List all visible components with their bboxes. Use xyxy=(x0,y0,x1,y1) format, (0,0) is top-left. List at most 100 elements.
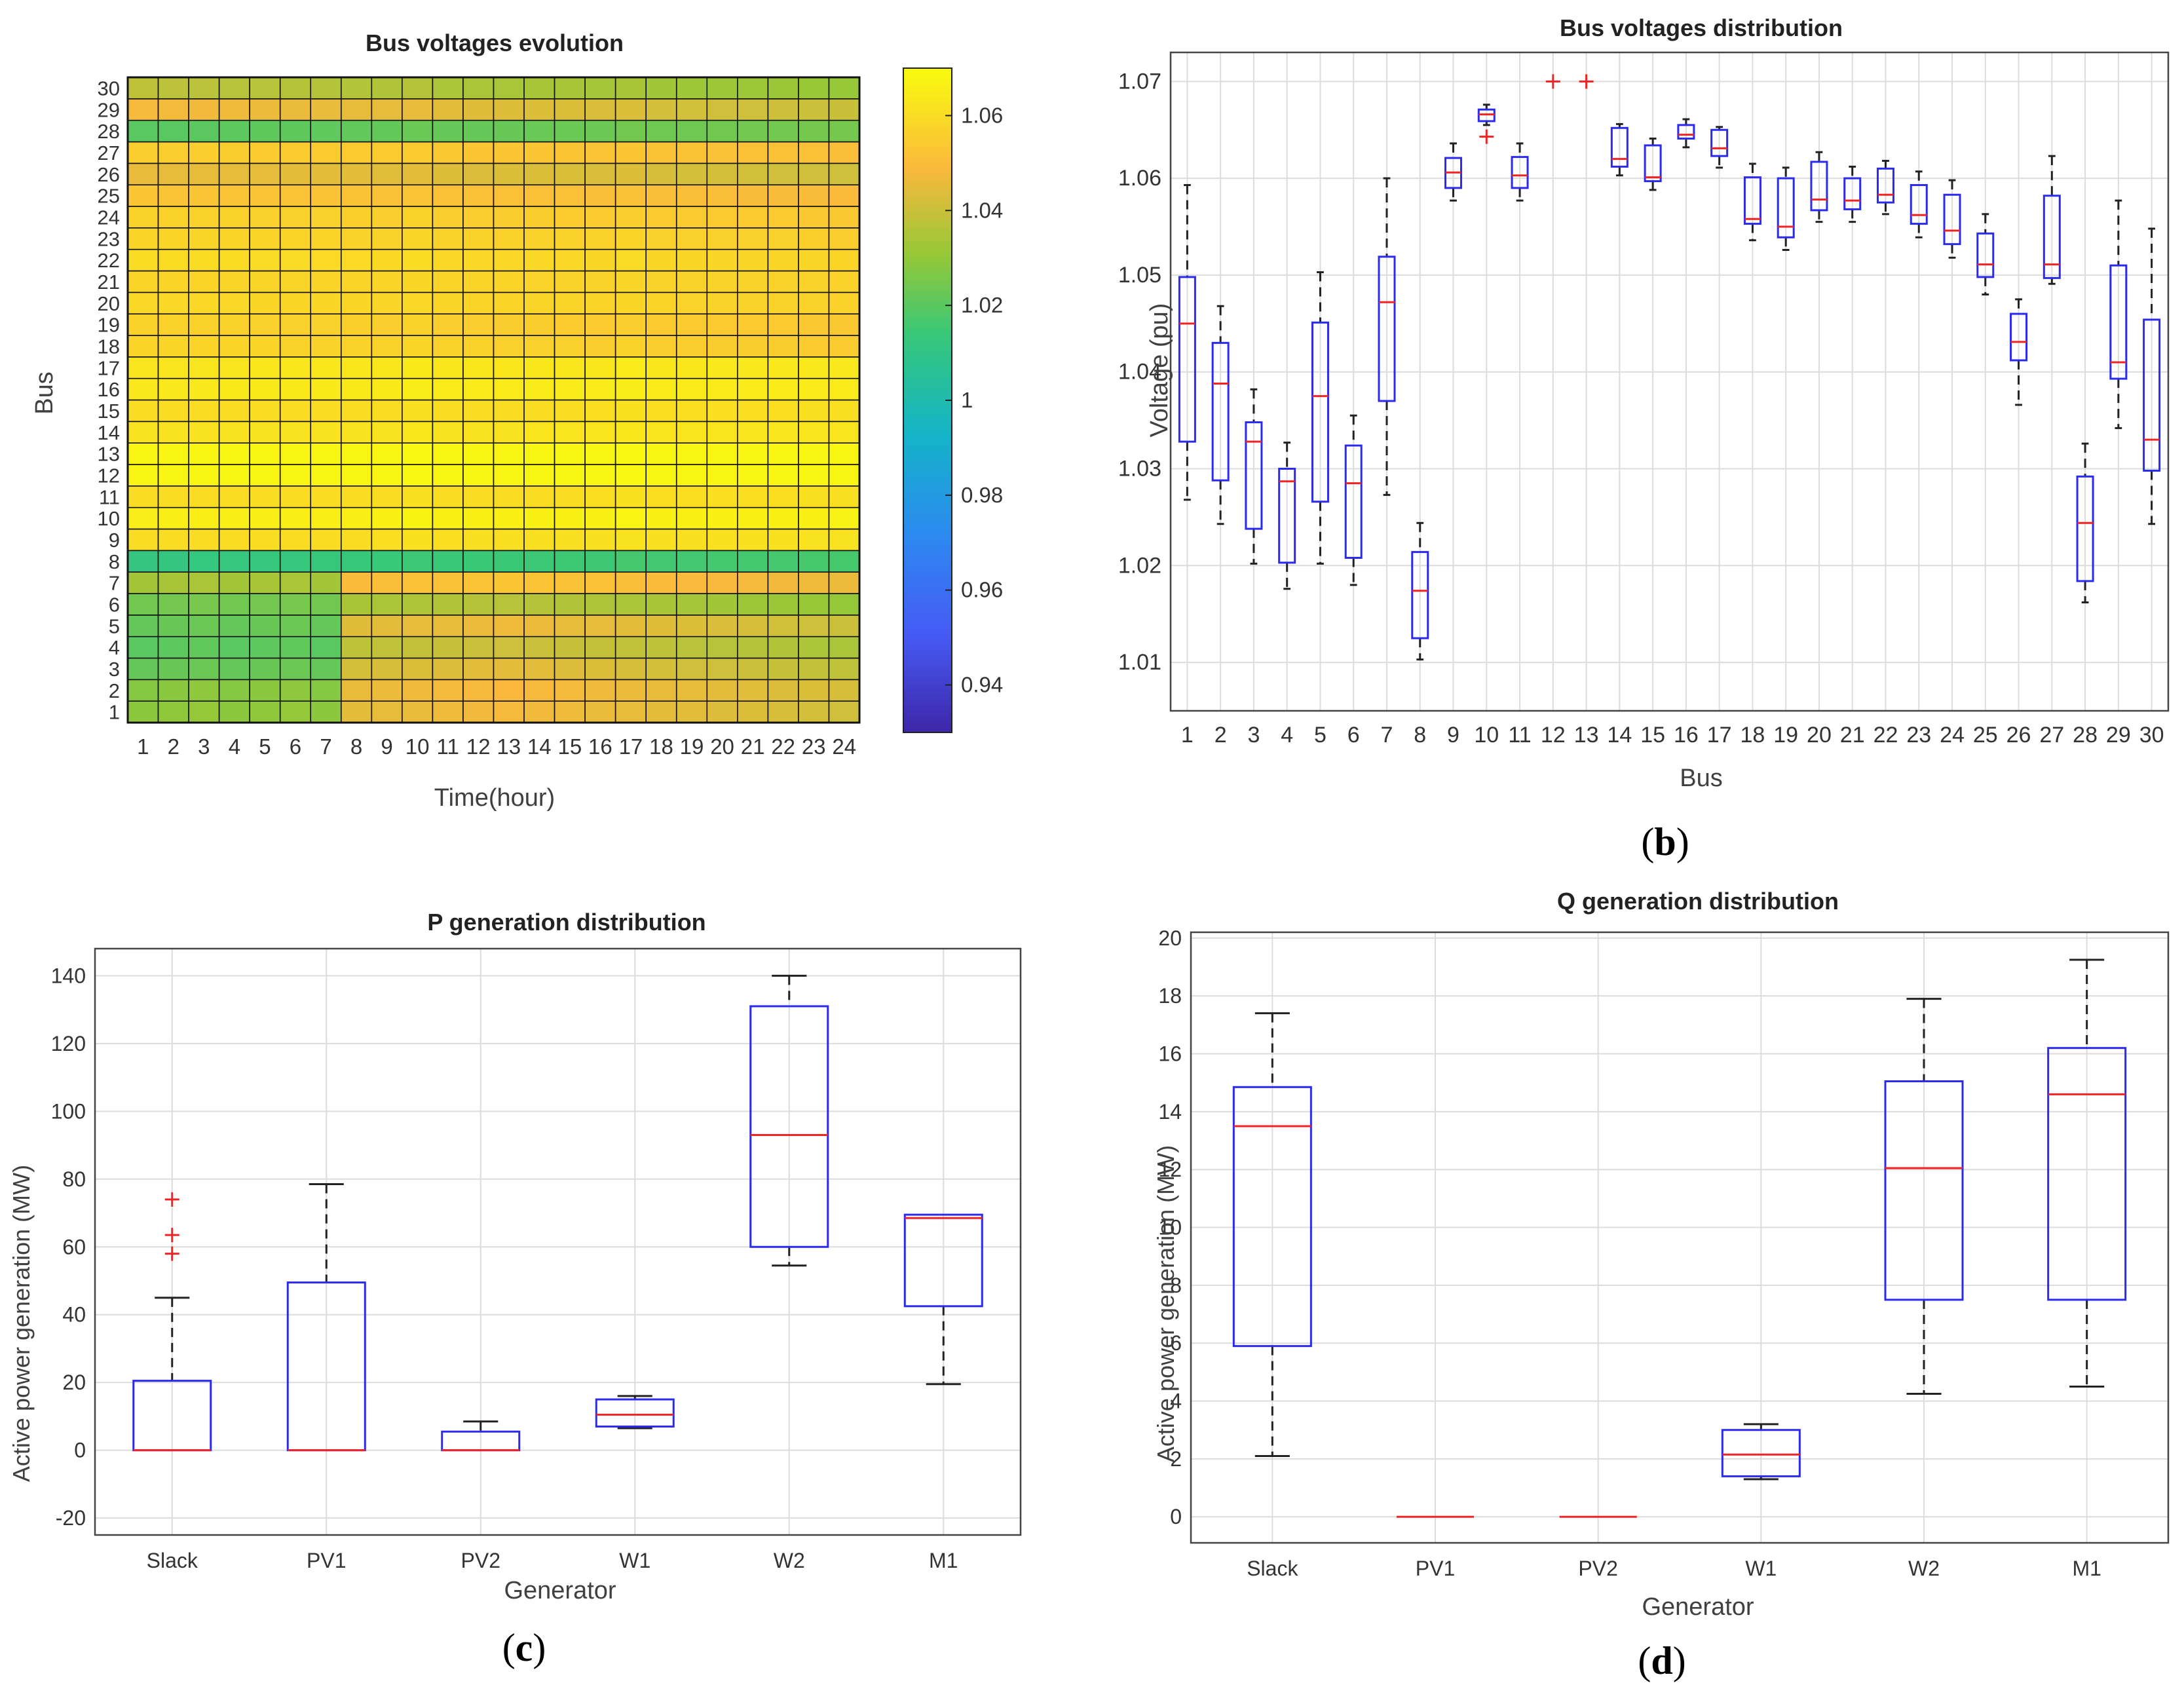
colorbar-segment xyxy=(903,539,952,545)
heatmap-cell xyxy=(737,206,769,229)
x-tick-label: 26 xyxy=(2006,723,2031,748)
heatmap-cell xyxy=(614,485,647,508)
heatmap-cell xyxy=(523,141,555,164)
heatmap-cell xyxy=(645,270,677,293)
heatmap-cell xyxy=(127,227,159,250)
heatmap-cell xyxy=(645,635,677,659)
y-tick-label: 10 xyxy=(98,507,120,530)
heatmap-cell xyxy=(402,700,434,723)
colorbar-segment xyxy=(903,704,952,711)
heatmap-cell xyxy=(523,77,555,100)
heatmap-cell xyxy=(188,657,220,681)
heatmap-cell xyxy=(432,550,464,573)
y-tick-label: -20 xyxy=(56,1506,86,1530)
heatmap-cell xyxy=(157,335,189,358)
heatmap-cell xyxy=(249,162,281,185)
x-axis-label: Generator xyxy=(1642,1593,1754,1621)
colorbar-segment xyxy=(903,284,952,290)
colorbar-segment xyxy=(903,311,952,318)
heatmap-cell xyxy=(706,184,738,207)
plot-frame xyxy=(94,947,1022,1536)
heatmap-cell xyxy=(737,485,769,508)
heatmap-cell xyxy=(767,635,799,659)
heatmap-cell xyxy=(554,421,586,444)
x-tick-label: 22 xyxy=(1873,723,1898,748)
heatmap-cell xyxy=(584,184,616,207)
heatmap-cell xyxy=(798,162,830,185)
heatmap-cell xyxy=(798,464,830,487)
colorbar-segment xyxy=(903,527,952,534)
heatmap-cell xyxy=(432,162,464,185)
heatmap-cell xyxy=(675,227,708,250)
heatmap-cell xyxy=(828,184,860,207)
heatmap-cell xyxy=(188,485,220,508)
heatmap-cell xyxy=(432,485,464,508)
y-tick-label: 15 xyxy=(98,400,120,423)
colorbar-segment xyxy=(903,383,952,390)
heatmap-cell xyxy=(402,442,434,465)
colorbar-segment xyxy=(903,472,952,479)
x-tick-label: 20 xyxy=(710,734,734,759)
x-tick-label: 20 xyxy=(1807,723,1832,748)
colorbar-segment xyxy=(903,461,952,468)
heatmap-cell xyxy=(554,442,586,465)
heatmap-cell xyxy=(828,77,860,100)
heatmap-cell xyxy=(554,615,586,637)
x-tick-label: 2 xyxy=(1214,723,1227,748)
heatmap-cell xyxy=(798,528,830,552)
y-tick-label: 10 xyxy=(1158,1216,1182,1240)
panel-label-a: (a) xyxy=(472,846,518,852)
colorbar-segment xyxy=(903,367,952,373)
heatmap-cell xyxy=(310,292,342,314)
colorbar-segment xyxy=(903,300,952,307)
heatmap-cell xyxy=(249,679,281,702)
heatmap-cell xyxy=(249,206,281,229)
heatmap-cell xyxy=(310,206,342,229)
colorbar-segment xyxy=(903,333,952,341)
heatmap-cell xyxy=(340,464,373,487)
heatmap-cell xyxy=(493,77,525,100)
heatmap-cell xyxy=(218,77,250,100)
colorbar-segment xyxy=(903,571,952,578)
heatmap-cell xyxy=(767,615,799,637)
y-tick-label: 25 xyxy=(98,185,120,208)
heatmap-cell xyxy=(279,399,312,423)
heatmap-cell xyxy=(828,162,860,185)
heatmap-cell xyxy=(798,356,830,379)
heatmap-cell xyxy=(767,141,799,164)
heatmap-cell xyxy=(432,313,464,336)
heatmap-cell xyxy=(614,313,647,336)
heatmap-cell xyxy=(371,77,403,100)
heatmap-cell xyxy=(767,377,799,401)
x-tick-label: 10 xyxy=(405,734,430,759)
y-tick-label: 8 xyxy=(109,550,120,573)
colorbar-segment xyxy=(903,672,952,678)
y-tick-label: 2 xyxy=(109,679,120,702)
heatmap-cell xyxy=(432,119,464,143)
colorbar-segment xyxy=(903,184,952,191)
y-tick-label: 1.03 xyxy=(1118,457,1161,482)
heatmap-cell xyxy=(584,313,616,336)
colorbar-segment xyxy=(903,218,952,224)
heatmap-cell xyxy=(798,615,830,637)
heatmap-cell xyxy=(402,506,434,530)
heatmap-cell xyxy=(462,700,495,723)
heatmap-cell xyxy=(432,700,464,723)
colorbar-segment xyxy=(903,118,952,124)
heatmap-cell xyxy=(584,593,616,616)
heatmap-cell xyxy=(554,206,586,229)
heatmap-cell xyxy=(737,313,769,336)
heatmap-cell xyxy=(737,700,769,723)
x-tick-label: 30 xyxy=(2139,723,2164,748)
colorbar-segment xyxy=(903,533,952,540)
heatmap-cell xyxy=(706,485,738,508)
colorbar-segment xyxy=(903,372,952,379)
heatmap-cell xyxy=(614,421,647,444)
colorbar-segment xyxy=(903,494,952,501)
outlier-marker xyxy=(1545,74,1560,89)
heatmap-cell xyxy=(523,206,555,229)
heatmap-cell xyxy=(798,635,830,659)
heatmap-cell xyxy=(554,593,586,616)
colorbar-segment xyxy=(903,688,952,694)
heatmap-cell xyxy=(493,528,525,552)
